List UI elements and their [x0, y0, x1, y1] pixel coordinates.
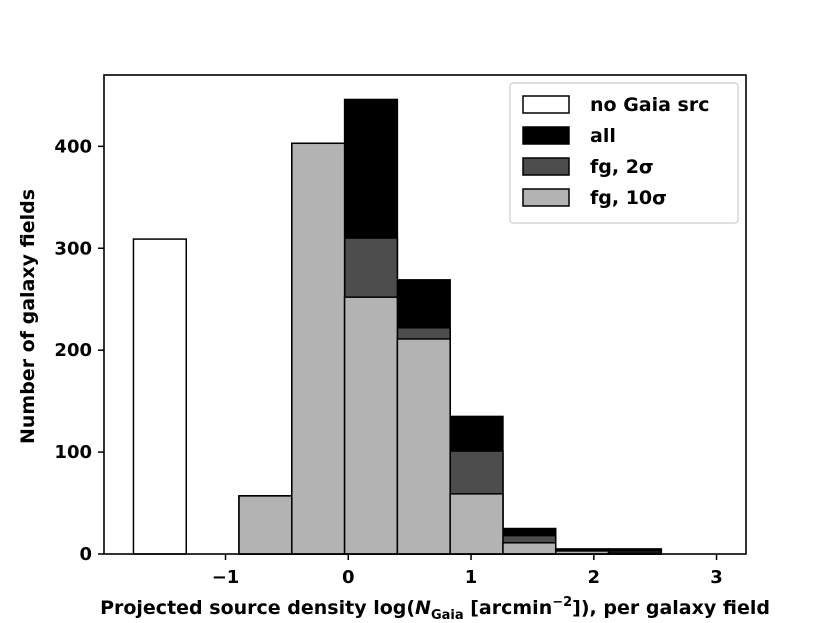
- y-axis-label: Number of galaxy fields: [17, 189, 39, 444]
- x-axis-label: Projected source density log(NGaia [arcm…: [100, 595, 770, 623]
- y-axis: 0 100 200 300 400: [54, 136, 104, 565]
- bar-fg-10-3: [396, 338, 451, 555]
- bars-layer: [132, 98, 663, 555]
- bar-no-gaia-src-0: [132, 238, 187, 555]
- legend-box: [509, 82, 739, 224]
- x-tick-label: −1: [212, 567, 240, 588]
- bar-fg-10-5: [502, 542, 557, 555]
- legend-swatch: [522, 188, 570, 207]
- y-tick-label: 300: [54, 238, 92, 259]
- legend-swatch: [522, 157, 570, 176]
- legend-label: all: [590, 125, 616, 147]
- legend-swatch: [522, 126, 570, 145]
- x-tick-label: 1: [465, 567, 478, 588]
- y-tick-label: 200: [54, 340, 92, 361]
- bar-fg-10-4: [449, 493, 504, 555]
- x-tick-label: 3: [710, 567, 723, 588]
- bar-fg-10-0: [238, 495, 293, 555]
- legend-label: fg, 10σ: [590, 187, 667, 209]
- plot-frame: [103, 74, 747, 555]
- x-tick-label: 2: [588, 567, 601, 588]
- y-tick-label: 400: [54, 136, 92, 157]
- bar-fg-10-2: [343, 296, 399, 555]
- x-tick-label: 0: [342, 567, 355, 588]
- x-axis: −1 0 1 2 3: [212, 554, 723, 588]
- legend: no Gaia src all fg, 2σ fg, 10σ: [509, 82, 739, 224]
- y-tick-label: 0: [79, 544, 92, 565]
- legend-swatch: [522, 95, 570, 114]
- legend-label: fg, 2σ: [590, 156, 654, 178]
- y-tick-label: 100: [54, 442, 92, 463]
- bar-fg-10-1: [291, 142, 346, 555]
- legend-label: no Gaia src: [590, 94, 710, 116]
